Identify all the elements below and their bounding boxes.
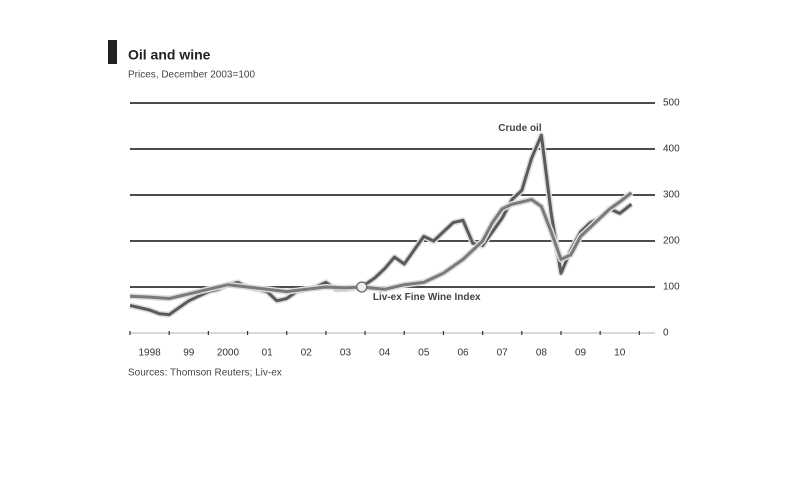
title-bar [108,40,117,64]
x-tick-label: 2000 [217,348,240,359]
x-tick-label: 09 [575,348,587,359]
chart-subtitle: Prices, December 2003=100 [128,70,255,81]
chart-title: Oil and wine [128,47,211,63]
series-label: Crude oil [498,123,542,134]
x-tick-label: 02 [301,348,313,359]
x-tick-label: 07 [497,348,509,359]
rebase-marker [356,281,368,293]
y-tick-label: 300 [663,190,680,201]
x-tick-label: 08 [536,348,548,359]
y-tick-label: 100 [663,282,680,293]
y-tick-label: 200 [663,236,680,247]
x-tick-label: 1998 [138,348,161,359]
y-tick-label: 400 [663,144,680,155]
x-tick-label: 05 [418,348,430,359]
x-tick-label: 10 [614,348,626,359]
y-tick-label: 500 [663,98,680,109]
source: Sources: Thomson Reuters; Liv-ex [128,368,282,379]
x-tick-label: 03 [340,348,352,359]
y-tick-label: 0 [663,328,669,339]
series-label: Liv-ex Fine Wine Index [373,292,481,303]
x-tick-label: 06 [457,348,469,359]
x-tick-label: 99 [183,348,195,359]
x-tick-label: 01 [262,348,274,359]
series-line [129,191,633,300]
x-tick-label: 04 [379,348,391,359]
